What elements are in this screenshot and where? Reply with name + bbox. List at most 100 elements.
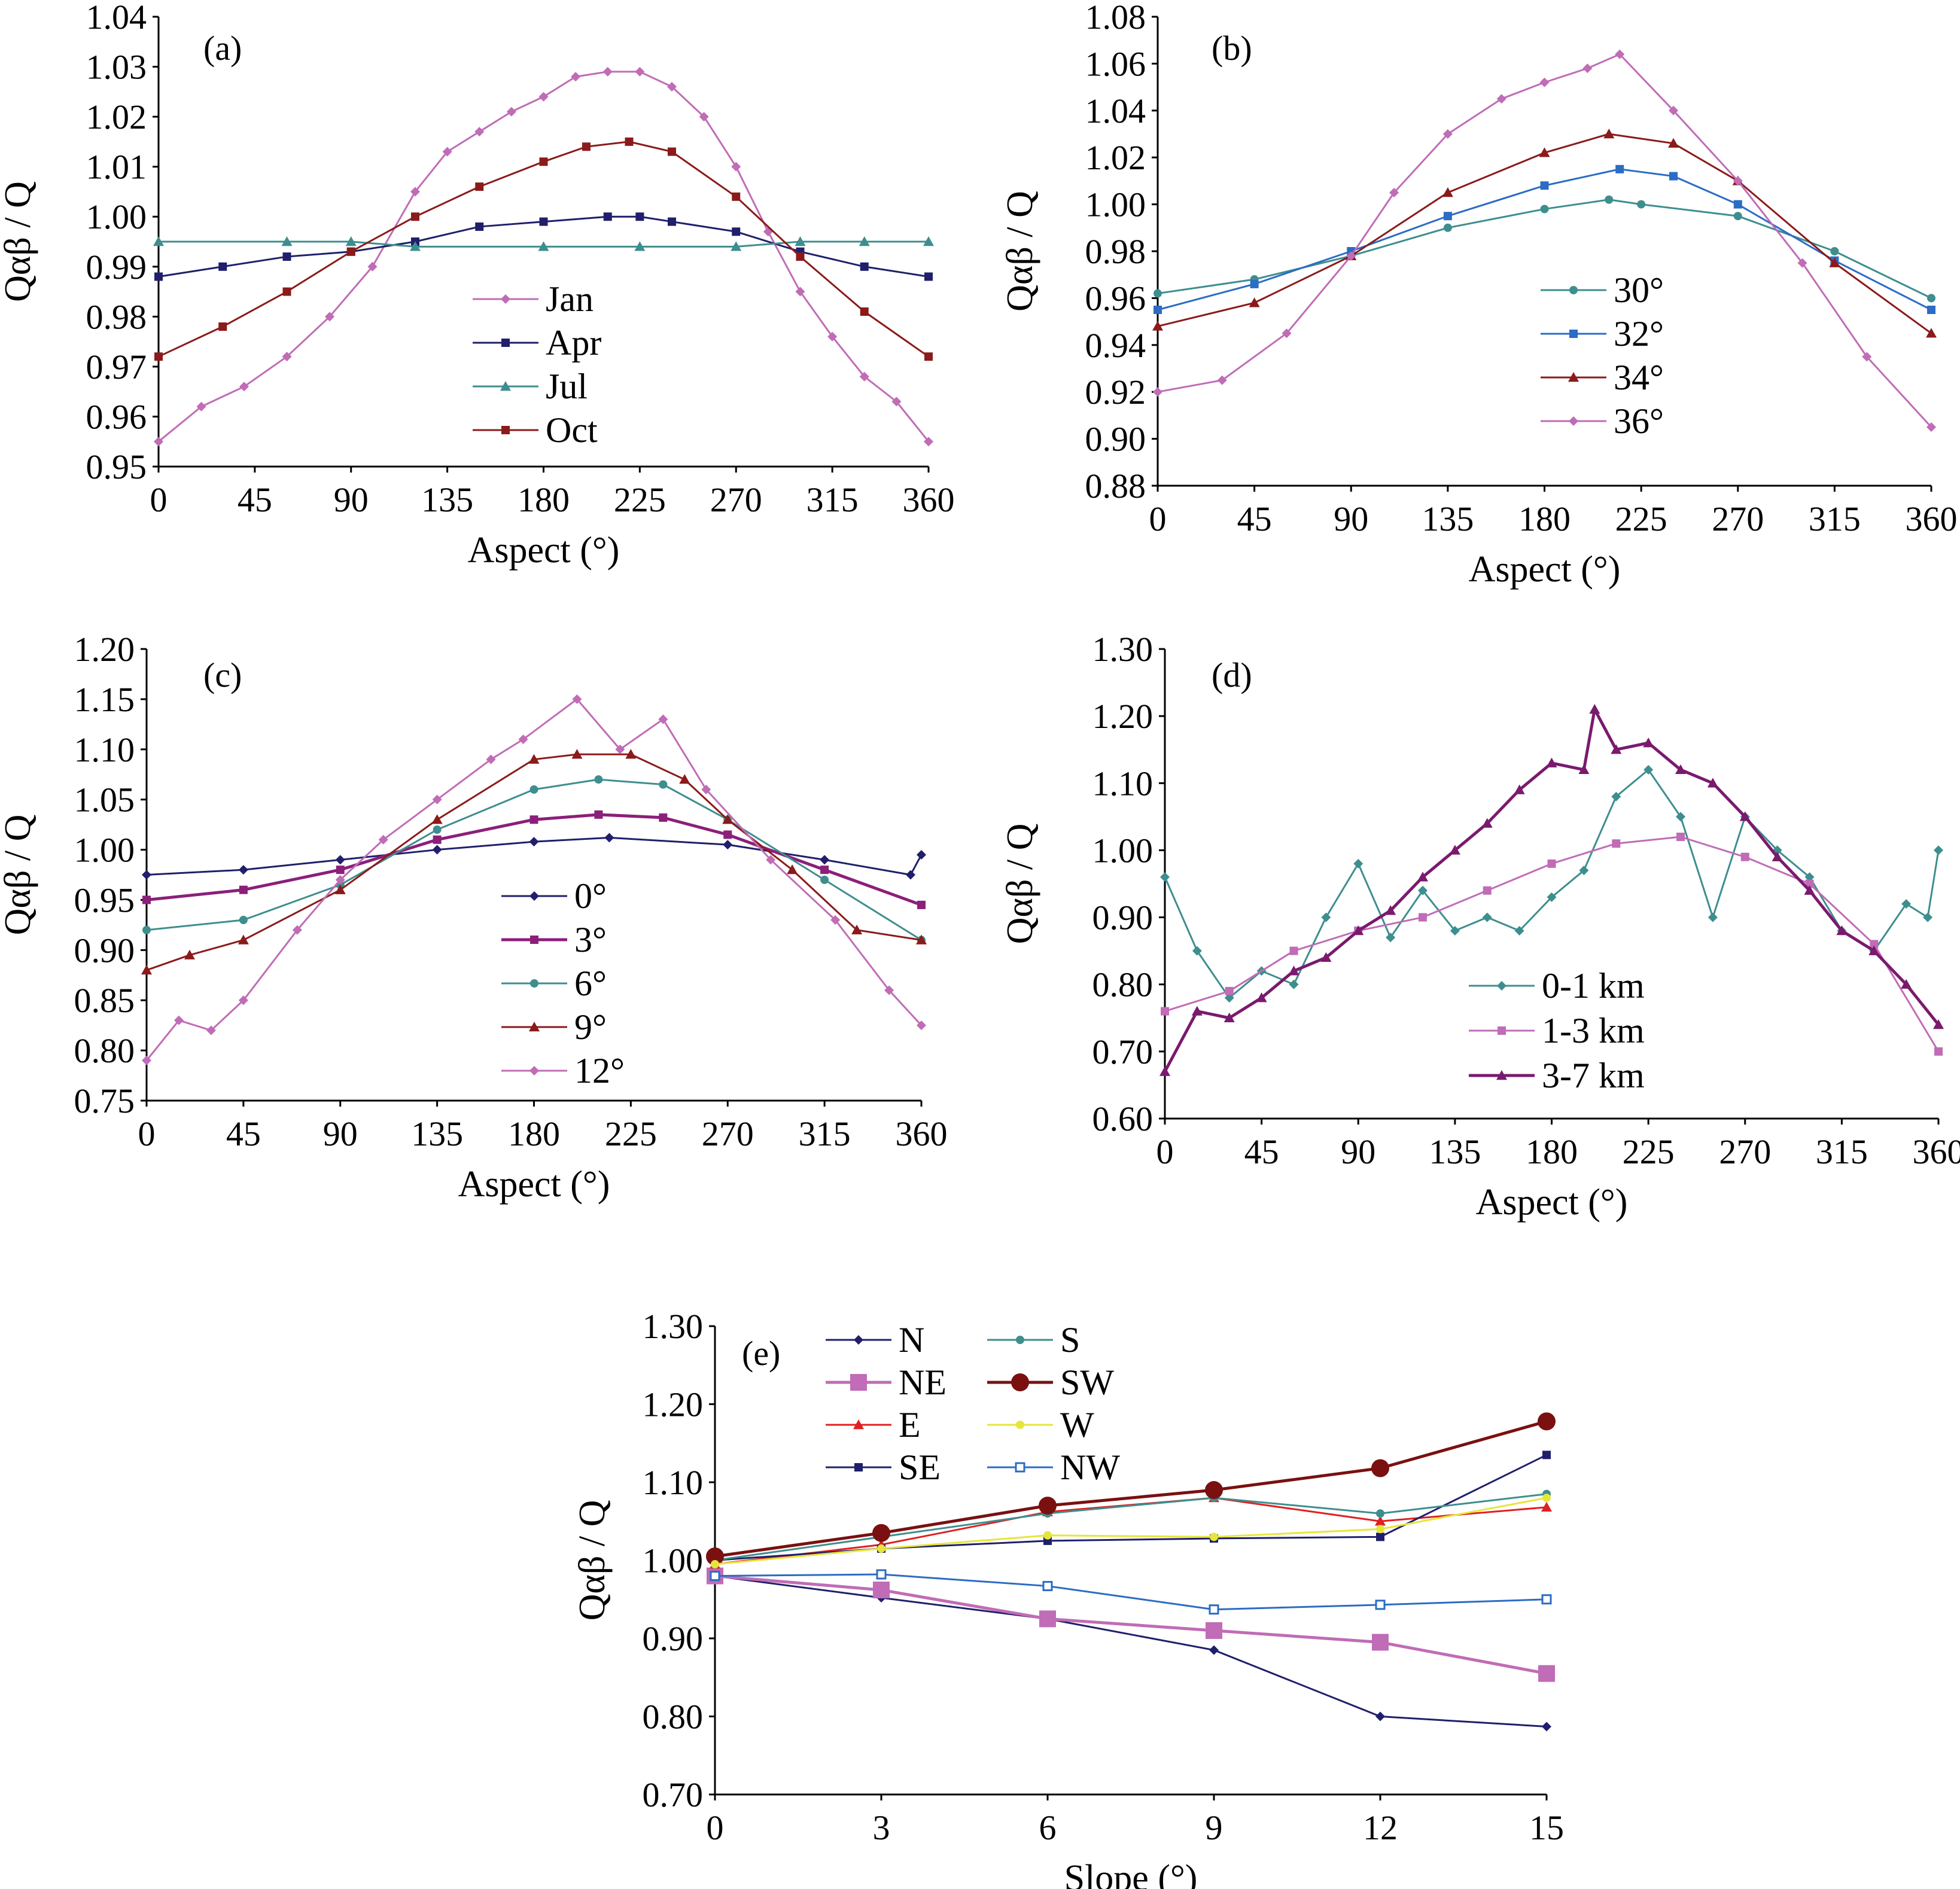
y-axis-label: Qαβ / Q (572, 1500, 613, 1621)
x-tick-label: 135 (1422, 499, 1474, 538)
y-tick-label: 0.88 (1085, 467, 1146, 505)
data-point (679, 774, 690, 784)
y-tick-label: 0.60 (1092, 1099, 1154, 1138)
x-tick-label: 180 (1526, 1132, 1578, 1171)
legend-entry-nw: NW (987, 1448, 1120, 1487)
data-point (1542, 1451, 1551, 1460)
data-point (410, 241, 421, 251)
y-tick-label: 1.02 (1085, 138, 1146, 177)
data-point (602, 66, 613, 77)
data-point (1579, 866, 1589, 876)
chart-panel-b: 0.88 0.90 0.92 0.94 0.96 0.98 1.00 1.02 1.04 1.06… (1000, 0, 1958, 590)
data-point (625, 749, 637, 759)
data-point (1389, 188, 1399, 197)
series-line (714, 1454, 1547, 1561)
legend-marker (1016, 1421, 1024, 1429)
series-line (714, 1573, 1547, 1611)
data-point (1205, 1481, 1223, 1500)
series-3- (142, 810, 926, 909)
data-point (475, 182, 484, 191)
data-point (1375, 1599, 1386, 1610)
data-point (711, 1560, 719, 1569)
x-axis-label: Aspect (°) (1476, 1182, 1628, 1223)
data-point (1192, 946, 1202, 956)
data-point (506, 106, 516, 117)
data-point (1538, 1412, 1556, 1431)
series-9- (141, 749, 927, 975)
y-tick-label: 0.90 (74, 931, 135, 970)
data-point (1376, 1525, 1384, 1534)
y-tick-label: 0.70 (643, 1775, 704, 1814)
data-point (529, 815, 538, 824)
series-line (145, 698, 923, 1061)
data-point (196, 401, 206, 412)
data-point (335, 875, 345, 885)
legend-entry-sw: SW (987, 1363, 1114, 1402)
x-tick-label: 270 (1719, 1132, 1771, 1171)
data-point (659, 813, 668, 822)
data-point (906, 870, 916, 880)
data-point (1901, 979, 1912, 989)
data-point (1934, 1047, 1943, 1056)
data-point (604, 833, 614, 843)
data-point (1901, 899, 1912, 909)
data-point (1161, 1007, 1169, 1016)
data-point (723, 840, 733, 850)
series-line (1163, 708, 1940, 1073)
data-point (1191, 1006, 1203, 1016)
data-point (432, 845, 442, 855)
x-tick-label: 225 (1623, 1132, 1675, 1171)
y-tick-label: 0.92 (1085, 373, 1146, 412)
legend-label: NW (1060, 1448, 1120, 1487)
data-point (529, 785, 538, 794)
data-point (615, 744, 625, 754)
data-point (1039, 1610, 1056, 1628)
x-tick-label: 90 (1334, 499, 1368, 538)
legend-marker (500, 381, 511, 391)
series-line (1157, 53, 1932, 428)
legend-marker (529, 1022, 540, 1032)
legend-marker (1569, 330, 1578, 338)
data-point (571, 72, 581, 82)
data-point (731, 162, 741, 172)
data-point (1615, 164, 1624, 173)
legend-label: 9° (574, 1007, 607, 1047)
data-point (1669, 105, 1678, 115)
data-point (1733, 176, 1743, 186)
legend-label: E (899, 1405, 921, 1445)
legend-marker (501, 426, 510, 434)
data-point (1209, 1604, 1219, 1615)
series-line (158, 215, 929, 278)
legend-label: Jan (546, 279, 594, 319)
data-point (917, 900, 926, 909)
data-point (1376, 1509, 1384, 1518)
data-point (872, 1524, 890, 1542)
data-point (1923, 912, 1933, 922)
data-point (635, 66, 645, 77)
y-tick-label: 0.95 (86, 447, 147, 486)
data-point (1419, 913, 1427, 922)
data-point (851, 924, 863, 934)
data-point (474, 127, 485, 137)
data-point (884, 985, 894, 995)
y-tick-label: 0.80 (1092, 965, 1154, 1004)
data-point (1830, 247, 1839, 255)
data-point (345, 236, 357, 246)
data-point (1160, 872, 1170, 882)
legend-label: Oct (546, 410, 598, 450)
data-point (238, 865, 248, 875)
data-point (766, 855, 776, 865)
legend-marker (853, 1419, 864, 1430)
series-34- (1152, 129, 1937, 338)
data-point (282, 352, 292, 362)
data-point (1371, 1459, 1389, 1477)
legend-entry-jul: Jul (473, 367, 588, 406)
data-point (1772, 851, 1783, 861)
data-point (1589, 703, 1600, 714)
y-tick-label: 1.04 (1085, 92, 1146, 130)
data-point (763, 227, 773, 237)
x-tick-label: 315 (806, 480, 859, 519)
y-tick-label: 1.30 (643, 1307, 704, 1346)
data-point (1868, 945, 1880, 955)
data-point (859, 371, 869, 382)
